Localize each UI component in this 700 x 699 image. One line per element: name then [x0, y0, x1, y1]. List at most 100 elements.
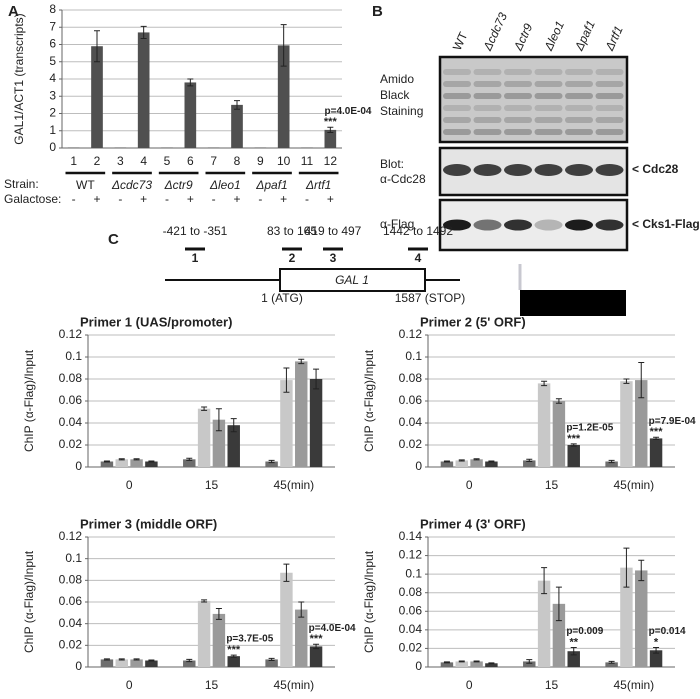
x-tick-label: 15	[205, 478, 219, 492]
cdc28-band	[565, 164, 593, 176]
error-bar	[555, 586, 562, 622]
strain-label: Strain:	[4, 177, 39, 191]
x-tick-label: 45(min)	[613, 678, 654, 692]
bar	[183, 660, 196, 667]
error-bar	[186, 658, 193, 663]
bar	[130, 659, 143, 667]
bar	[649, 438, 663, 467]
y-tick-label: 0.08	[59, 371, 83, 385]
amido-band	[443, 93, 471, 99]
error-bar	[473, 660, 480, 663]
amido-band	[504, 69, 532, 75]
chart-title: Primer 2 (5' ORF)	[420, 314, 526, 329]
p-value: p=4.0E-04	[309, 623, 356, 634]
error-bar	[313, 368, 320, 390]
bar	[197, 600, 211, 667]
chart-title: Primer 1 (UAS/promoter)	[80, 314, 232, 329]
gene-box	[279, 268, 426, 292]
bar	[455, 460, 468, 467]
galactose-sign: -	[212, 192, 216, 206]
p-value: p=0.014	[649, 626, 686, 637]
error-bar	[215, 408, 222, 432]
error-bar	[526, 458, 533, 462]
y-tick-label: 0.04	[59, 616, 83, 630]
amido-band	[473, 69, 502, 75]
error-bar	[298, 601, 305, 618]
blot-row-label: Amido	[380, 72, 414, 86]
error-bar	[230, 418, 237, 433]
error-bar	[488, 460, 495, 463]
y-tick-label: 0.12	[399, 327, 423, 341]
bar	[91, 46, 103, 148]
error-bar	[623, 378, 630, 384]
bar	[455, 661, 468, 667]
cdc28-band	[595, 164, 624, 176]
error-bar	[103, 460, 110, 463]
bar	[114, 147, 127, 148]
bar	[145, 461, 158, 467]
y-axis-label: ChIP (α-Flag)/Input	[362, 550, 376, 653]
y-tick-label: 0	[49, 140, 56, 154]
cdc28-band	[534, 164, 563, 176]
amido-band	[534, 117, 563, 123]
x-tick-label: 1	[70, 154, 77, 168]
amido-band	[565, 105, 593, 111]
bar	[184, 82, 197, 148]
p-value: p=4.0E-04	[325, 106, 372, 117]
x-tick-label: 0	[126, 478, 133, 492]
bar	[485, 461, 498, 467]
flag-band	[473, 219, 502, 231]
amido-band	[565, 129, 593, 135]
error-bar	[268, 459, 275, 464]
amido-band	[534, 81, 563, 87]
amido-band	[473, 117, 502, 123]
amido-band	[504, 117, 532, 123]
error-bar	[94, 30, 100, 63]
amido-band	[504, 105, 532, 111]
y-tick-label: 4	[49, 71, 56, 85]
error-bar	[201, 406, 208, 411]
x-tick-label: 3	[117, 154, 124, 168]
bar	[207, 147, 220, 148]
amido-band	[473, 129, 502, 135]
flag-band	[595, 219, 624, 231]
x-tick-label: 0	[466, 678, 473, 692]
amido-band	[565, 81, 593, 87]
amido-band	[534, 69, 563, 75]
error-bar	[230, 654, 237, 658]
strain-name: Δcdc73	[111, 178, 152, 192]
error-bar	[283, 367, 290, 393]
bar	[537, 580, 551, 667]
bar	[265, 659, 278, 667]
x-tick-label: 8	[234, 154, 241, 168]
amido-band	[534, 93, 563, 99]
primer-number: 2	[289, 251, 296, 265]
y-tick-label: 0.04	[399, 415, 423, 429]
amido-band	[595, 81, 624, 87]
amido-band	[595, 129, 624, 135]
bar	[161, 147, 173, 148]
error-bar	[187, 78, 194, 87]
p-value: p=0.009	[566, 626, 603, 637]
bar	[309, 646, 323, 667]
p-value: p=3.7E-05	[226, 634, 273, 645]
primer-region: 419 to 497	[305, 224, 362, 238]
x-tick-label: 12	[324, 154, 338, 168]
error-bar	[327, 126, 334, 133]
bar	[100, 659, 114, 667]
error-bar	[268, 657, 275, 661]
lane-label: Δpaf1	[571, 18, 597, 53]
lane-label: WT	[450, 29, 471, 52]
significance-stars: ***	[324, 116, 338, 128]
bar	[183, 459, 196, 467]
amido-band	[473, 81, 502, 87]
strain-name: Δleo1	[209, 178, 241, 192]
amido-band	[595, 93, 624, 99]
y-tick-label: 0.06	[59, 393, 83, 407]
x-tick-label: 15	[545, 478, 559, 492]
blot-row-label: Black	[380, 88, 410, 102]
y-tick-label: 5	[49, 54, 56, 68]
bar	[470, 459, 483, 467]
bar	[130, 459, 143, 467]
error-bar	[653, 647, 660, 654]
